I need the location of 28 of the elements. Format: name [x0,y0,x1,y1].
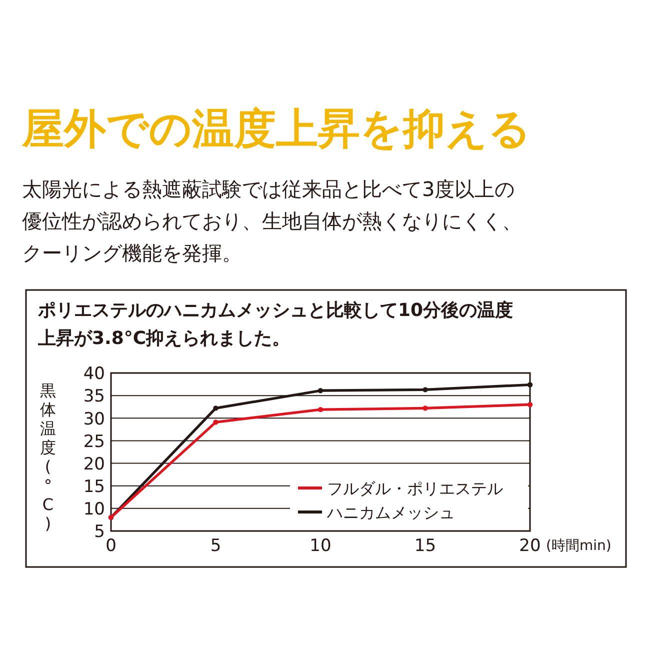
x-tick-label: 5 [210,536,222,556]
x-tick-label: 20 [519,536,541,556]
y-tick-label: 30 [83,409,105,430]
x-tick-label: 10 [310,536,332,556]
chart-title: 屋外での温度上昇を抑える [21,104,531,153]
chart-subtitle: 太陽光による熱遮蔽試験では従来品と比べて3度以上の優位性が認められており、生地自体が熱くなりにくく、クーリング機能を発揮。 [22,177,522,265]
y-tick-label: 5 [94,522,105,542]
y-tick-label: 40 [83,364,105,384]
legend-label: ハニカムメッシュ [326,502,455,522]
x-tick-label: 0 [106,536,116,556]
y-tick-label: 20 [83,454,105,474]
text: ポリエステルのハニカムメッシュと比較して10分後の温度上昇が3.8°C抑えられました。 [37,300,514,349]
y-tick-label: 25 [83,432,105,452]
point [318,388,324,394]
y-tick-label: 35 [83,386,105,407]
y-tick-label: 10 [83,500,105,520]
point [422,406,428,411]
y-axis-title: 黒体温度(°C) [40,381,56,533]
x-tick-label: 15 [414,536,436,556]
x-axis-title: (時間min) [546,538,612,554]
point [213,406,218,411]
point [213,420,218,425]
point [422,387,428,392]
point [318,406,324,412]
point [527,402,533,408]
point [527,382,533,388]
legend-label: フルダル・ポリエステル [327,478,503,498]
y-tick-label: 15 [83,476,105,497]
